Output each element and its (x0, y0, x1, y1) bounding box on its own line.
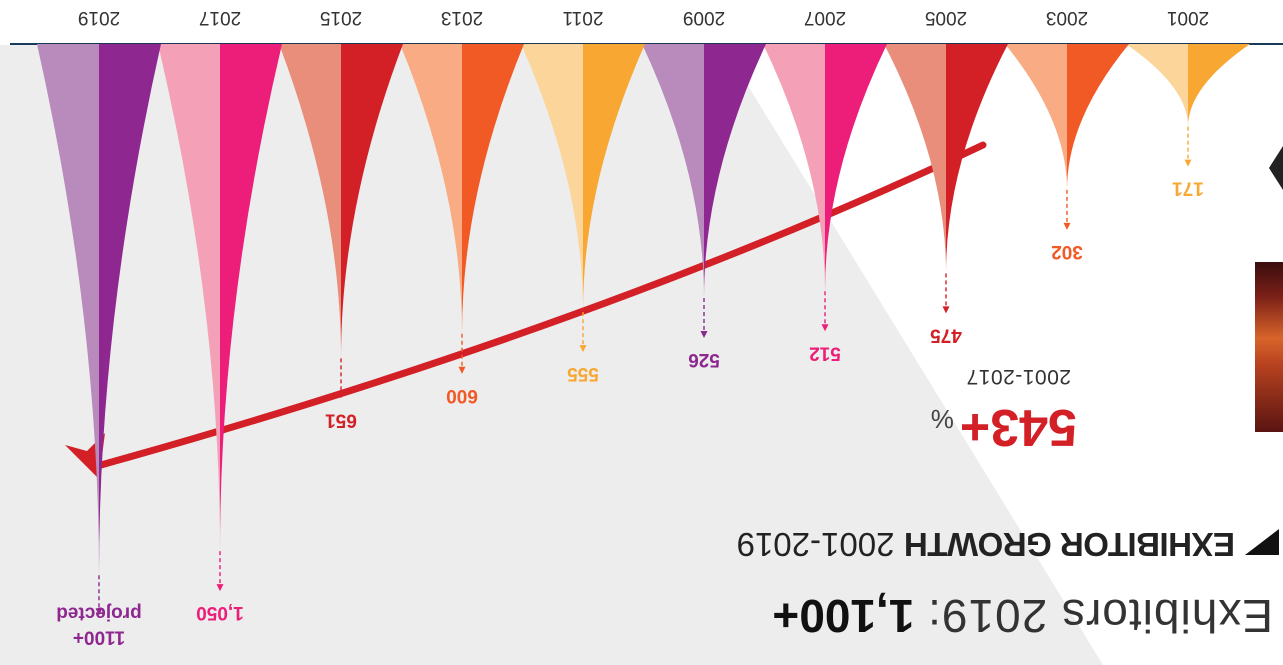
leader-marker-2019 (95, 608, 103, 616)
x-tick-2013: 2013 (441, 7, 483, 28)
x-tick-2011: 2011 (563, 7, 604, 28)
x-tick-2001: 2001 (1167, 7, 1209, 28)
data-label-2005: 475 (930, 324, 962, 345)
x-tick-2019: 2019 (78, 7, 120, 28)
data-label-2013: 600 (446, 385, 478, 406)
data-label-2003: 302 (1051, 241, 1083, 262)
data-label-2009: 526 (688, 349, 720, 370)
leader-marker-2013 (458, 366, 466, 374)
leader-marker-2007 (821, 324, 829, 332)
x-tick-2015: 2015 (320, 7, 362, 28)
growth-callout: 543+% (931, 397, 1077, 457)
x-tick-2017: 2017 (199, 7, 241, 28)
leader-marker-2005 (942, 306, 950, 314)
bar-2011-dark (583, 44, 645, 313)
bar-2013-light (400, 44, 462, 334)
bar-2015-light (279, 44, 341, 359)
bar-2005-light (884, 44, 946, 274)
bar-2013-dark (462, 44, 524, 334)
growth-arrow-line (97, 141, 987, 469)
leader-marker-2003 (1063, 222, 1071, 230)
leader-marker-2001 (1184, 159, 1192, 167)
data-label-2007: 512 (809, 342, 841, 363)
leader-marker-2015 (337, 391, 345, 399)
leader-marker-2011 (579, 345, 587, 353)
growth-unit: % (930, 404, 954, 434)
growth-value: 543+ (959, 398, 1077, 456)
data-label-2015: 651 (325, 409, 357, 430)
growth-range: 2001-2017 (966, 365, 1071, 388)
bar-2007-light (763, 44, 825, 292)
x-tick-2009: 2009 (683, 7, 725, 28)
data-label-2011: 555 (567, 363, 599, 384)
bar-2017-dark (220, 44, 282, 552)
background-diagonal (0, 45, 1103, 665)
leader-marker-2017 (216, 584, 224, 592)
bar-2001-dark (1188, 44, 1250, 127)
leader-marker-2009 (700, 331, 708, 339)
bar-2003-dark (1067, 44, 1129, 190)
x-tick-2007: 2007 (804, 7, 846, 28)
x-tick-2003: 2003 (1046, 7, 1088, 28)
bar-2009-light (642, 44, 704, 299)
growth-arrow-head (65, 433, 105, 479)
x-tick-2005: 2005 (925, 7, 967, 28)
bar-2007-dark (825, 44, 887, 292)
bar-2017-light (158, 44, 220, 552)
bar-2009-dark (704, 44, 766, 299)
bar-2011-light (521, 44, 583, 313)
data-label-2019: 1100+projected (56, 602, 142, 647)
data-label-2001: 171 (1172, 178, 1204, 199)
bar-2005-dark (946, 44, 1008, 274)
data-label-2017: 1,050 (196, 602, 244, 623)
bar-2001-light (1126, 44, 1188, 127)
bar-2003-light (1005, 44, 1067, 190)
bar-2019-light (37, 44, 99, 576)
bar-2019-dark (99, 44, 161, 576)
bar-2015-dark (341, 44, 403, 359)
